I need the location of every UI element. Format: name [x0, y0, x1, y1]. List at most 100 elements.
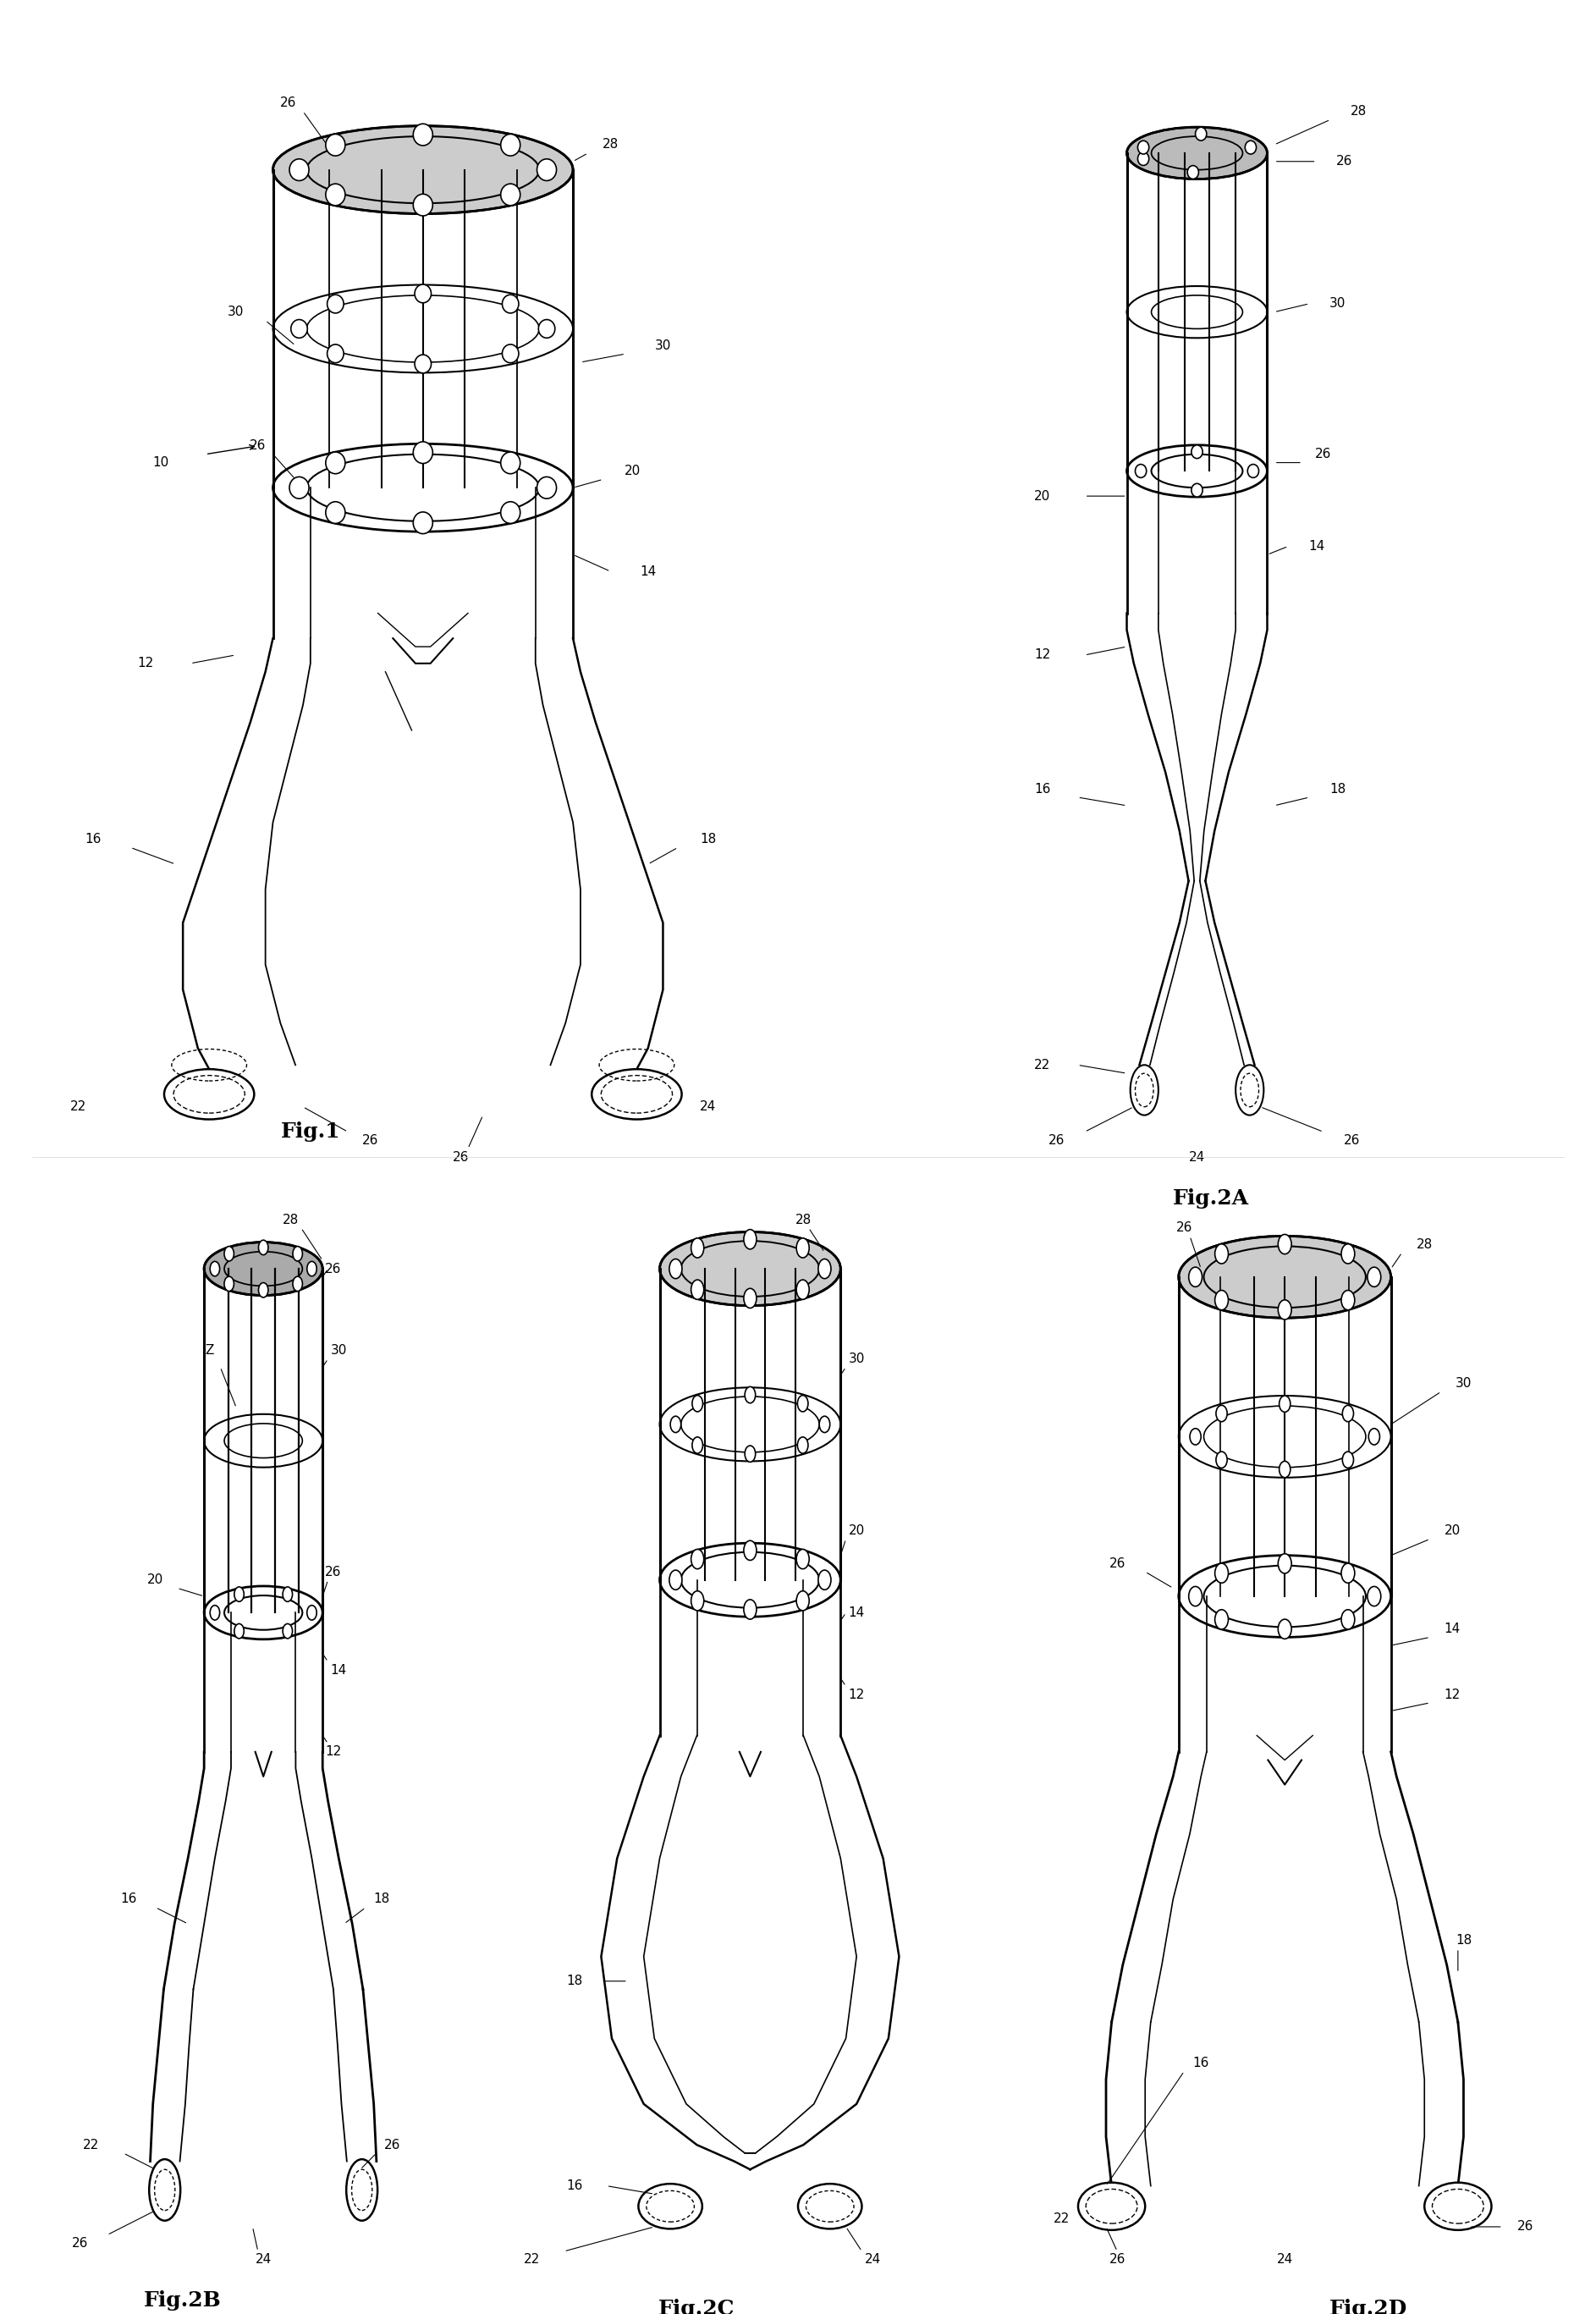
- Circle shape: [744, 1599, 757, 1620]
- Text: 18: 18: [373, 1893, 389, 1907]
- Text: 18: 18: [567, 1974, 583, 1988]
- Circle shape: [1189, 1268, 1202, 1287]
- Text: 18: 18: [1456, 1935, 1472, 1946]
- Circle shape: [691, 1550, 704, 1569]
- Text: 24: 24: [699, 1101, 717, 1113]
- Ellipse shape: [638, 2184, 702, 2228]
- Text: 26: 26: [326, 1263, 342, 1275]
- Circle shape: [1191, 1428, 1202, 1444]
- Text: 12: 12: [1034, 648, 1050, 662]
- Circle shape: [415, 354, 431, 373]
- Circle shape: [796, 1280, 809, 1300]
- Ellipse shape: [659, 1231, 841, 1305]
- Circle shape: [306, 1606, 316, 1620]
- Circle shape: [744, 1541, 757, 1560]
- Ellipse shape: [1178, 1236, 1392, 1319]
- Text: 12: 12: [1444, 1689, 1460, 1701]
- Circle shape: [1135, 465, 1146, 477]
- Text: 30: 30: [330, 1344, 346, 1356]
- Circle shape: [1195, 127, 1207, 141]
- Circle shape: [259, 1240, 268, 1254]
- Text: 26: 26: [1516, 2221, 1534, 2233]
- Text: 16: 16: [85, 833, 101, 845]
- Circle shape: [290, 319, 308, 338]
- Circle shape: [1215, 1611, 1229, 1629]
- Circle shape: [1191, 444, 1203, 458]
- Text: Fig.2B: Fig.2B: [144, 2291, 222, 2312]
- Circle shape: [1368, 1587, 1381, 1606]
- Circle shape: [289, 477, 310, 498]
- Circle shape: [693, 1437, 702, 1453]
- Text: 26: 26: [1336, 155, 1353, 169]
- Circle shape: [1341, 1611, 1355, 1629]
- Text: 28: 28: [602, 139, 619, 150]
- Text: 20: 20: [849, 1525, 865, 1536]
- Circle shape: [327, 294, 343, 312]
- Circle shape: [1342, 1405, 1353, 1421]
- Text: 24: 24: [1277, 2254, 1293, 2265]
- Text: 26: 26: [452, 1150, 469, 1164]
- Ellipse shape: [1127, 127, 1267, 178]
- Text: 22: 22: [1034, 1057, 1050, 1071]
- Text: Fig.2D: Fig.2D: [1329, 2298, 1408, 2314]
- Circle shape: [1187, 167, 1199, 178]
- Circle shape: [1278, 1233, 1291, 1254]
- Text: 26: 26: [72, 2238, 88, 2249]
- Text: 18: 18: [699, 833, 717, 845]
- Text: Fig.1: Fig.1: [281, 1122, 340, 1143]
- Circle shape: [327, 345, 343, 363]
- Text: 14: 14: [1309, 539, 1325, 553]
- Text: 10: 10: [152, 456, 169, 470]
- Circle shape: [1280, 1395, 1291, 1412]
- Circle shape: [691, 1280, 704, 1300]
- Circle shape: [1248, 465, 1259, 477]
- Circle shape: [669, 1259, 681, 1280]
- Text: 24: 24: [865, 2254, 881, 2265]
- Circle shape: [796, 1238, 809, 1259]
- Circle shape: [413, 123, 433, 146]
- Circle shape: [282, 1624, 292, 1638]
- Text: 16: 16: [567, 2180, 583, 2191]
- Circle shape: [796, 1550, 809, 1569]
- Circle shape: [744, 1229, 757, 1250]
- Text: 20: 20: [147, 1574, 164, 1587]
- Text: 22: 22: [70, 1101, 86, 1113]
- Text: 26: 26: [385, 2138, 401, 2152]
- Circle shape: [413, 442, 433, 463]
- Text: 26: 26: [1176, 1222, 1192, 1233]
- Ellipse shape: [148, 2159, 180, 2221]
- Circle shape: [744, 1289, 757, 1307]
- Circle shape: [326, 451, 345, 474]
- Text: 26: 26: [1315, 449, 1331, 460]
- Circle shape: [501, 183, 520, 206]
- Circle shape: [536, 160, 557, 180]
- Text: 12: 12: [326, 1745, 342, 1759]
- Circle shape: [413, 511, 433, 535]
- Text: 26: 26: [1344, 1134, 1360, 1148]
- Text: 26: 26: [362, 1134, 378, 1148]
- Text: 14: 14: [640, 565, 656, 578]
- Text: 16: 16: [1192, 2057, 1210, 2069]
- Circle shape: [503, 294, 519, 312]
- Circle shape: [1189, 1587, 1202, 1606]
- Circle shape: [223, 1277, 235, 1291]
- Circle shape: [1369, 1428, 1381, 1444]
- Text: 26: 26: [249, 440, 267, 451]
- Text: 28: 28: [282, 1213, 298, 1226]
- Text: 24: 24: [1189, 1150, 1205, 1164]
- Circle shape: [292, 1277, 303, 1291]
- Circle shape: [1216, 1451, 1227, 1467]
- Circle shape: [503, 345, 519, 363]
- Text: 28: 28: [795, 1213, 811, 1226]
- Circle shape: [693, 1395, 702, 1412]
- Circle shape: [415, 285, 431, 303]
- Text: 24: 24: [255, 2254, 271, 2265]
- Text: 26: 26: [1109, 1557, 1125, 1569]
- Ellipse shape: [204, 1243, 322, 1296]
- Text: 26: 26: [279, 97, 297, 109]
- Circle shape: [670, 1416, 681, 1432]
- Circle shape: [282, 1587, 292, 1601]
- Text: 28: 28: [1350, 104, 1366, 118]
- Ellipse shape: [1079, 2182, 1146, 2231]
- Text: 20: 20: [624, 465, 642, 477]
